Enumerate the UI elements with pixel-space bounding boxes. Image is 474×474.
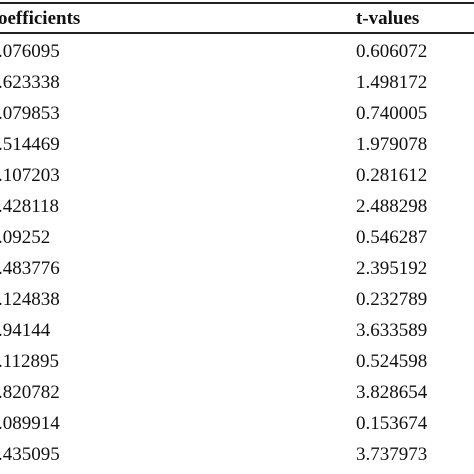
coefficient-cell: .112895: [0, 351, 60, 372]
coefficient-cell: .483776: [0, 258, 60, 279]
coefficient-cell: .076095: [0, 41, 60, 62]
table-body: .076095 0.606072 .623338 1.498172 .079853 0.7…: [0, 36, 474, 470]
header-coefficients: oefficients: [0, 8, 81, 29]
t-value-cell: 1.498172: [356, 72, 428, 93]
t-value-cell: 3.737973: [356, 444, 428, 465]
table-row: .09252 0.546287: [0, 222, 474, 253]
table-row: .94144 3.633589: [0, 315, 474, 346]
coefficient-cell: .94144: [0, 320, 51, 341]
coefficient-cell: .079853: [0, 103, 60, 124]
table-header-rule: [0, 32, 474, 34]
table-row: .124838 0.232789: [0, 284, 474, 315]
t-value-cell: 0.606072: [356, 41, 428, 62]
coefficient-cell: .09252: [0, 227, 51, 248]
table-top-rule: [0, 2, 474, 4]
table-header-row: oefficients t-values: [0, 5, 474, 32]
t-value-cell: 0.740005: [356, 103, 428, 124]
t-value-cell: 0.524598: [356, 351, 428, 372]
t-value-cell: 3.828654: [356, 382, 428, 403]
coefficient-cell: .428118: [0, 196, 60, 217]
coefficient-cell: .623338: [0, 72, 60, 93]
t-value-cell: 0.546287: [356, 227, 428, 248]
table-row: .107203 0.281612: [0, 160, 474, 191]
coefficient-cell: .089914: [0, 413, 60, 434]
table-row: .820782 3.828654: [0, 377, 474, 408]
coefficient-cell: .124838: [0, 289, 60, 310]
table-row: .076095 0.606072: [0, 36, 474, 67]
coefficient-cell: .435095: [0, 444, 60, 465]
table-row: .435095 3.737973: [0, 439, 474, 470]
coefficient-cell: .820782: [0, 382, 60, 403]
table-row: .623338 1.498172: [0, 67, 474, 98]
t-value-cell: 0.232789: [356, 289, 428, 310]
table-row: .079853 0.740005: [0, 98, 474, 129]
table-row: .089914 0.153674: [0, 408, 474, 439]
table-row: .514469 1.979078: [0, 129, 474, 160]
coefficient-cell: .107203: [0, 165, 60, 186]
coefficient-cell: .514469: [0, 134, 60, 155]
table-row: .112895 0.524598: [0, 346, 474, 377]
t-value-cell: 2.395192: [356, 258, 428, 279]
t-value-cell: 0.281612: [356, 165, 428, 186]
table-row: .428118 2.488298: [0, 191, 474, 222]
t-value-cell: 0.153674: [356, 413, 428, 434]
t-value-cell: 1.979078: [356, 134, 428, 155]
table-row: .483776 2.395192: [0, 253, 474, 284]
t-value-cell: 3.633589: [356, 320, 428, 341]
header-t-values: t-values: [356, 8, 420, 29]
t-value-cell: 2.488298: [356, 196, 428, 217]
